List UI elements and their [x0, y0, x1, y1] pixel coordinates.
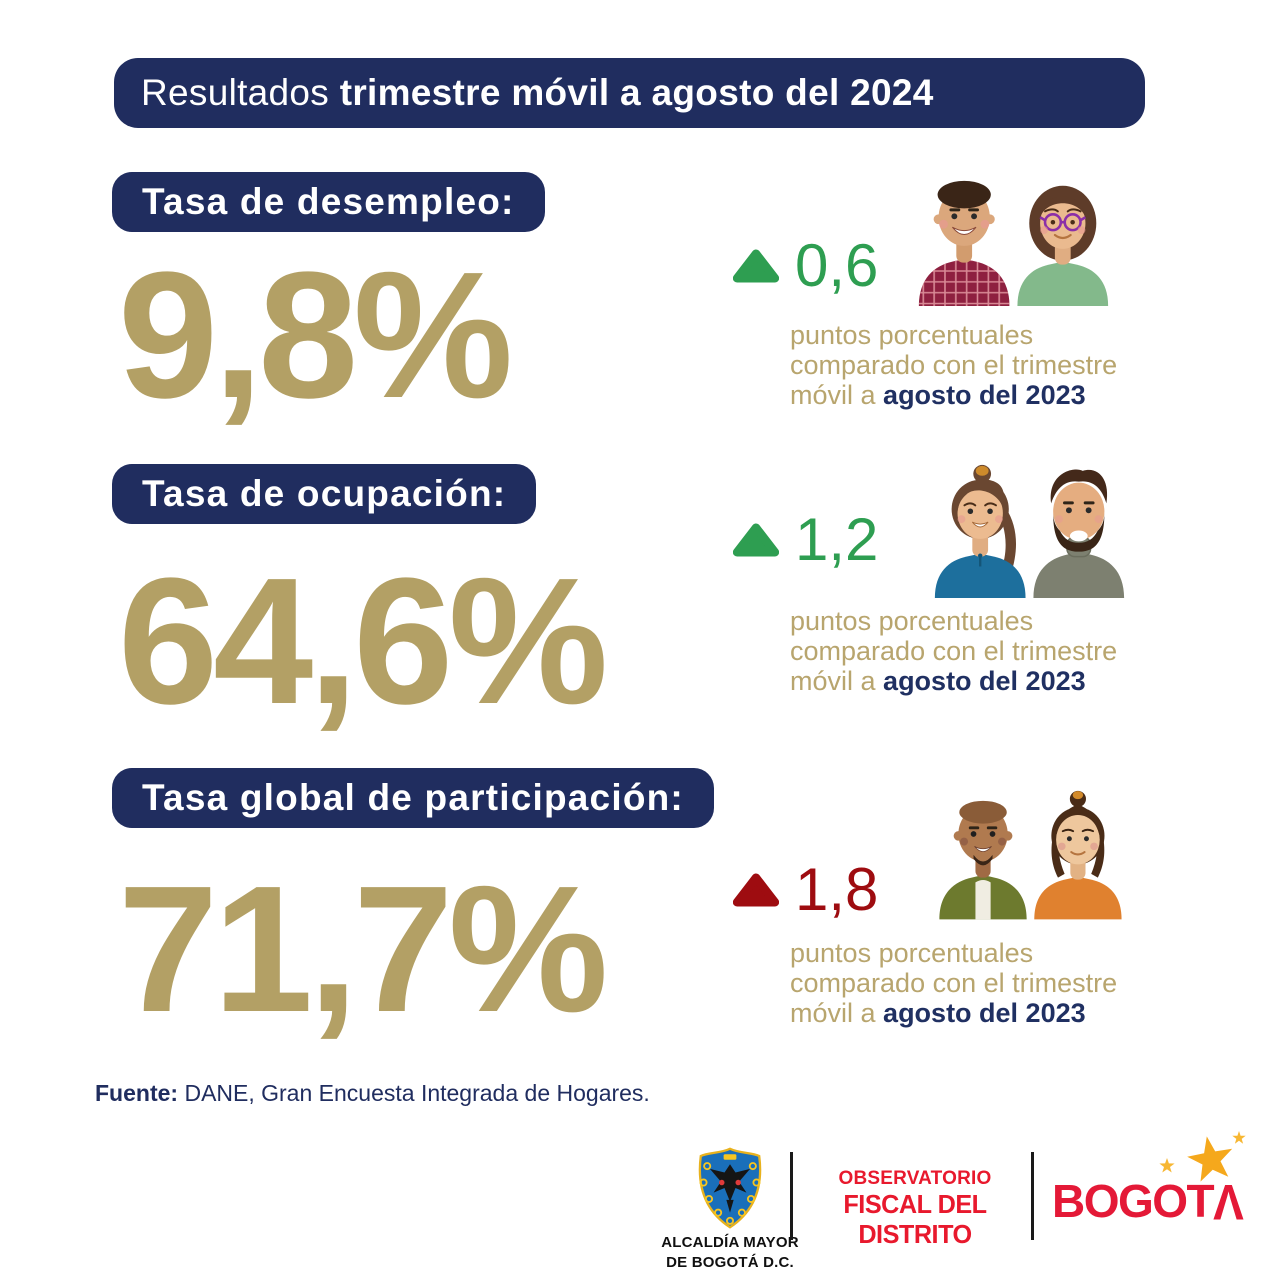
value-desempleo: 9,8% — [118, 235, 513, 436]
delta-ocupacion: 1,2 — [733, 510, 878, 570]
woman-bun-blue-top — [934, 464, 1026, 598]
value-participacion: 71,7% — [118, 849, 608, 1050]
section-label-participacion: Tasa global de participación: — [112, 768, 714, 828]
note-ocupacion: puntos porcentuales comparado con el tri… — [790, 606, 1170, 697]
bogota-caret-glyph: Λ — [1213, 1174, 1244, 1231]
alcaldia-line2: DE BOGOTÁ D.C. — [666, 1254, 794, 1272]
observatorio-line1: OBSERVATORIO — [838, 1168, 992, 1189]
note-compare-period: agosto del 2023 — [883, 380, 1086, 411]
glasses-icon — [1039, 213, 1087, 232]
note-desempleo: puntos porcentuales comparado con el tri… — [790, 320, 1170, 411]
alcaldia-caption: ALCALDÍA MAYOR DE BOGOTÁ D.C. — [630, 1233, 830, 1274]
source-line: Fuente: DANE, Gran Encuesta Integrada de… — [95, 1080, 650, 1107]
source-label: Fuente: — [95, 1080, 179, 1106]
delta-value: 1,8 — [795, 856, 879, 923]
note-compare-period: agosto del 2023 — [883, 998, 1086, 1029]
man-plaid-shirt — [918, 180, 1010, 306]
observatorio-fiscal-logo: OBSERVATORIO FISCAL DEL DISTRITO — [806, 1168, 1024, 1250]
header-title-regular: Resultados — [141, 72, 330, 113]
delta-desempleo: 0,6 — [733, 236, 878, 296]
note-line: puntos porcentuales — [790, 320, 1034, 350]
footer-divider — [790, 1152, 793, 1240]
observatorio-line2: FISCAL DEL DISTRITO — [843, 1188, 987, 1249]
note-line: comparado con el trimestre — [790, 636, 1118, 667]
alcaldia-bogota-coat-of-arms-icon — [698, 1147, 762, 1229]
note-line: móvil a — [790, 998, 876, 1029]
bogota-word-text: BOGOT — [1052, 1175, 1215, 1227]
people-illustration-ocupacion — [934, 464, 1125, 598]
people-illustration-desempleo — [918, 180, 1109, 306]
value-ocupacion: 64,6% — [118, 541, 608, 742]
note-compare-period: agosto del 2023 — [883, 666, 1086, 697]
people-illustration-participacion — [939, 790, 1122, 920]
bogota-logo: BOGOTΛ — [1050, 1128, 1246, 1248]
woman-orange-top — [1034, 790, 1122, 920]
note-line: puntos porcentuales — [790, 606, 1034, 636]
alcaldia-line1: ALCALDÍA MAYOR — [661, 1234, 799, 1251]
up-triangle-icon — [733, 249, 779, 283]
header-banner: Resultados trimestre móvil a agosto del … — [114, 58, 1145, 128]
note-participacion: puntos porcentuales comparado con el tri… — [790, 938, 1170, 1029]
note-line: puntos porcentuales — [790, 938, 1034, 968]
delta-value: 0,6 — [795, 232, 879, 299]
man-beard-gray-sweater — [1033, 469, 1125, 598]
man-green-jacket — [939, 800, 1027, 920]
source-text: DANE, Gran Encuesta Integrada de Hogares… — [184, 1080, 650, 1106]
up-triangle-icon — [733, 873, 779, 907]
note-line: comparado con el trimestre — [790, 968, 1118, 999]
header-title-bold: trimestre móvil a agosto del 2024 — [339, 72, 934, 113]
footer-divider — [1031, 1152, 1034, 1240]
up-triangle-icon — [733, 523, 779, 557]
section-label-ocupacion: Tasa de ocupación: — [112, 464, 537, 524]
section-label-desempleo: Tasa de desempleo: — [112, 172, 545, 232]
bogota-wordmark: BOGOTΛ — [1052, 1174, 1244, 1231]
delta-value: 1,2 — [795, 506, 879, 573]
bogota-stars-icon — [1159, 1131, 1246, 1182]
note-line: móvil a — [790, 666, 876, 697]
note-line: comparado con el trimestre — [790, 350, 1118, 381]
note-line: móvil a — [790, 380, 876, 411]
delta-participacion: 1,8 — [733, 860, 878, 920]
woman-glasses-green-top — [1017, 185, 1109, 306]
